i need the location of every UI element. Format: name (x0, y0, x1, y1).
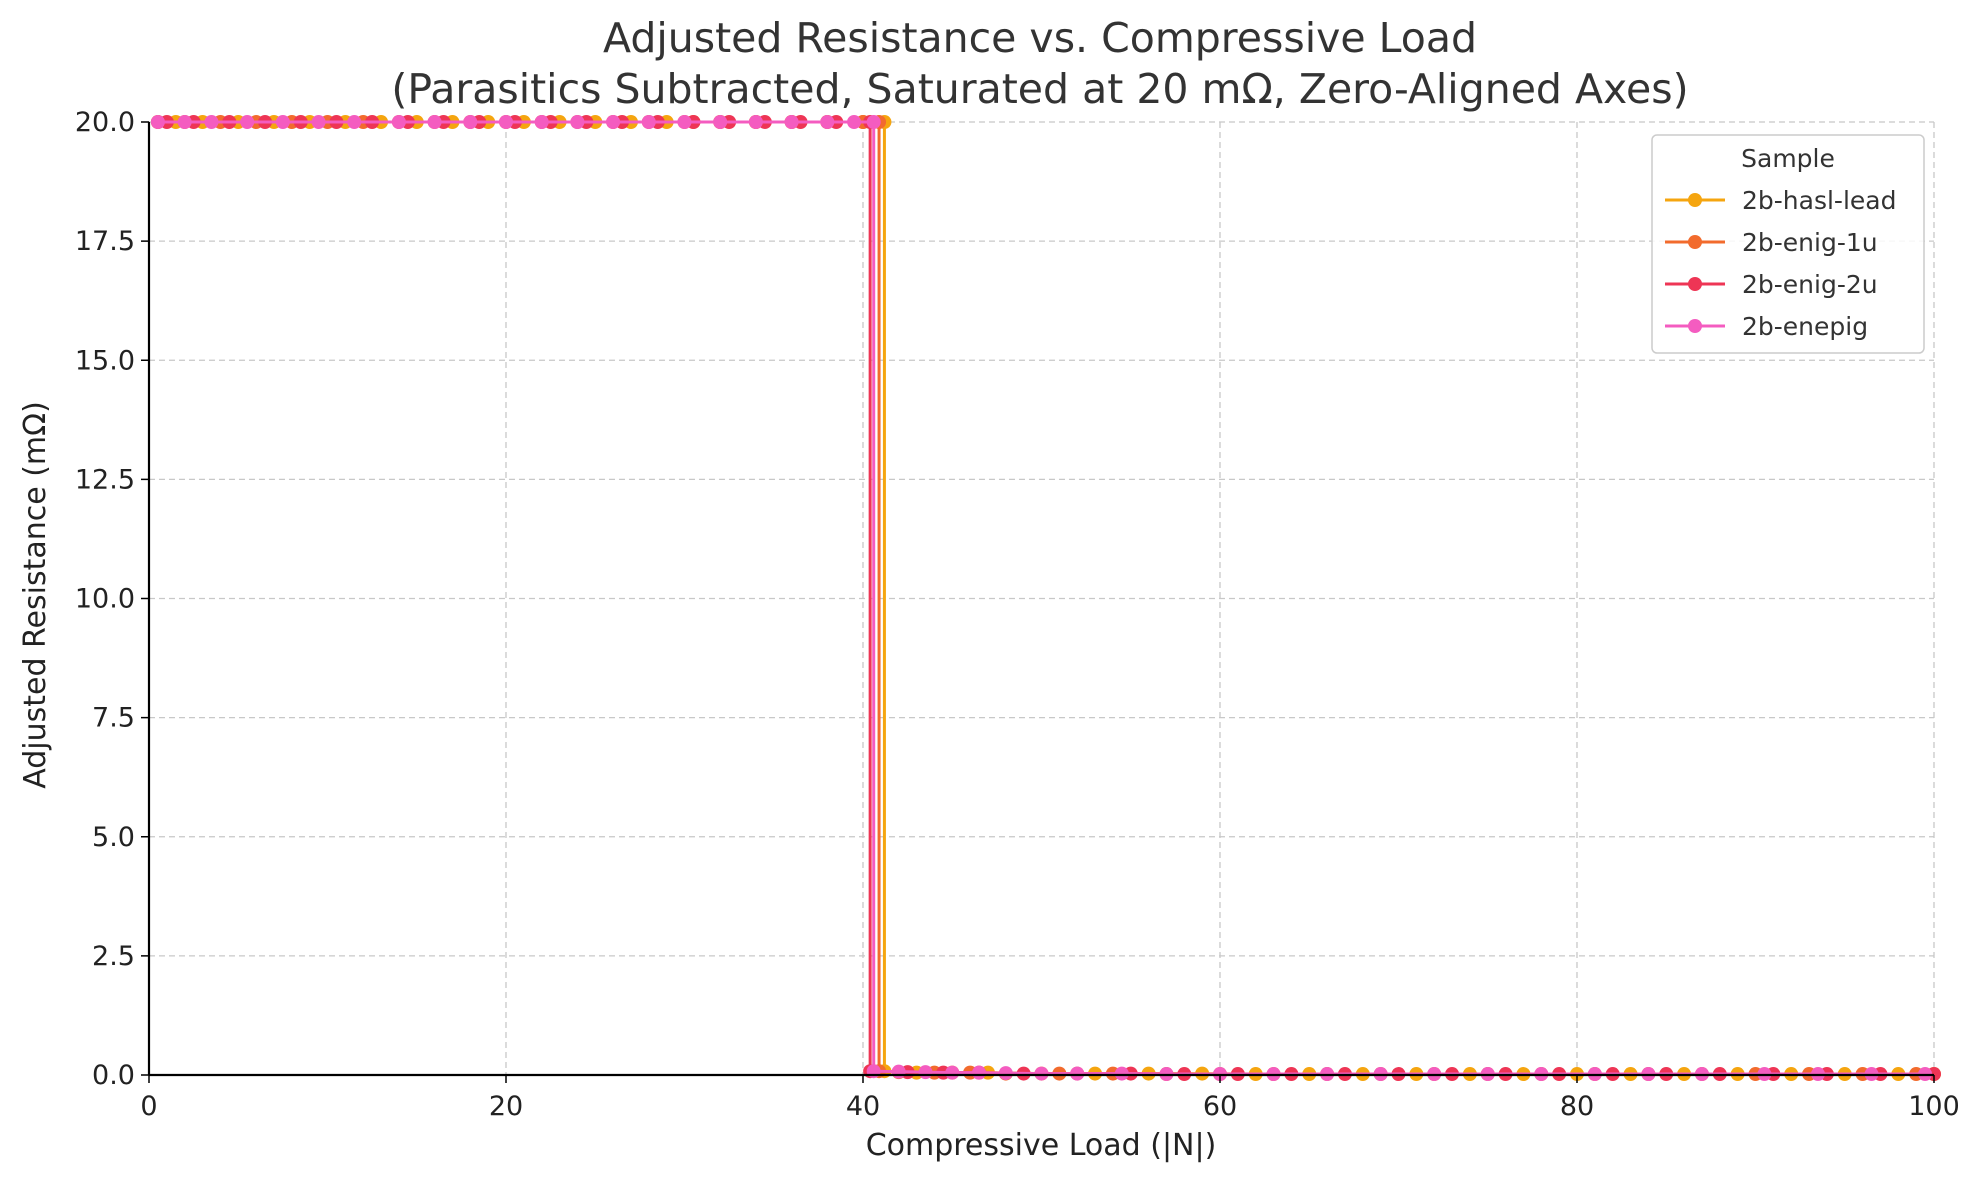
chart-title: Adjusted Resistance vs. Compressive Load (603, 14, 1477, 62)
x-axis-label: Compressive Load (|N|) (866, 1128, 1217, 1163)
data-point (204, 115, 219, 129)
data-point (866, 115, 881, 129)
legend-entry: 2b-enepig (1665, 312, 1868, 341)
data-point (570, 115, 585, 129)
data-point (972, 1065, 987, 1080)
chart-subtitle: (Parasitics Subtracted, Saturated at 20 … (391, 65, 1688, 113)
y-tick-label: 10.0 (75, 584, 135, 615)
legend-label: 2b-enig-1u (1742, 228, 1878, 257)
legend: Sample 2b-hasl-lead2b-enig-1u2b-enig-2u2… (1651, 134, 1925, 354)
data-point (847, 115, 862, 129)
data-point (347, 115, 362, 129)
legend-title: Sample (1741, 144, 1835, 173)
data-point (998, 1066, 1013, 1081)
legend-swatch-marker (1688, 193, 1702, 207)
x-tick-label: 60 (1203, 1091, 1237, 1122)
y-tick-label: 17.5 (75, 226, 135, 257)
data-point (1114, 1066, 1129, 1081)
x-tick-label: 80 (1560, 1091, 1594, 1122)
legend-entry: 2b-hasl-lead (1665, 186, 1896, 215)
legend-swatch-marker (1688, 319, 1702, 333)
data-point (1070, 1066, 1085, 1081)
data-point (311, 115, 326, 129)
data-point (606, 115, 621, 129)
data-point (177, 115, 192, 129)
data-point (150, 115, 165, 129)
y-tick-label: 12.5 (75, 464, 135, 495)
axes (141, 121, 1935, 1083)
x-tick-label: 20 (489, 1091, 523, 1122)
data-point (1034, 1066, 1049, 1081)
data-point (784, 115, 799, 129)
legend-entry: 2b-enig-2u (1665, 270, 1878, 299)
data-point (463, 115, 478, 129)
x-tick-label: 0 (140, 1091, 157, 1122)
y-axis-label: Adjusted Resistance (mΩ) (18, 401, 53, 789)
legend-label: 2b-enepig (1742, 312, 1868, 341)
tick-labels: 0 20 40 60 80 100 0.0 2.5 5.0 7.5 10.0 12.5 15.0 17.5… (75, 107, 1960, 1122)
y-tick-label: 2.5 (92, 941, 135, 972)
legend-swatch-marker (1688, 277, 1702, 291)
x-tick-label: 40 (846, 1091, 880, 1122)
data-point (275, 115, 290, 129)
data-point (918, 1065, 933, 1080)
y-tick-label: 15.0 (75, 345, 135, 376)
legend-label: 2b-hasl-lead (1742, 186, 1896, 215)
data-point (748, 115, 763, 129)
y-tick-label: 7.5 (92, 703, 135, 734)
legend-swatch-marker (1688, 235, 1702, 249)
y-tick-label: 20.0 (75, 107, 135, 138)
data-point (641, 115, 656, 129)
legend-box (1651, 134, 1925, 354)
legend-entry: 2b-enig-1u (1665, 228, 1878, 257)
data-point (499, 115, 513, 129)
data-point (820, 115, 835, 129)
x-tick-label: 100 (1908, 1091, 1960, 1122)
data-point (713, 115, 728, 129)
data-point (891, 1064, 906, 1079)
data-point (240, 115, 255, 129)
legend-label: 2b-enig-2u (1742, 270, 1878, 299)
y-tick-label: 0.0 (92, 1060, 135, 1091)
y-tick-label: 5.0 (92, 822, 135, 853)
gridlines (149, 121, 1935, 1075)
data-point (534, 115, 549, 129)
legend-entries: 2b-hasl-lead 2b-enig-1u 2b-enig-2u 2b-enepi… (1665, 186, 1896, 341)
data-point (945, 1065, 960, 1080)
data-point (427, 115, 442, 129)
data-point (677, 115, 692, 129)
data-point (391, 115, 406, 129)
